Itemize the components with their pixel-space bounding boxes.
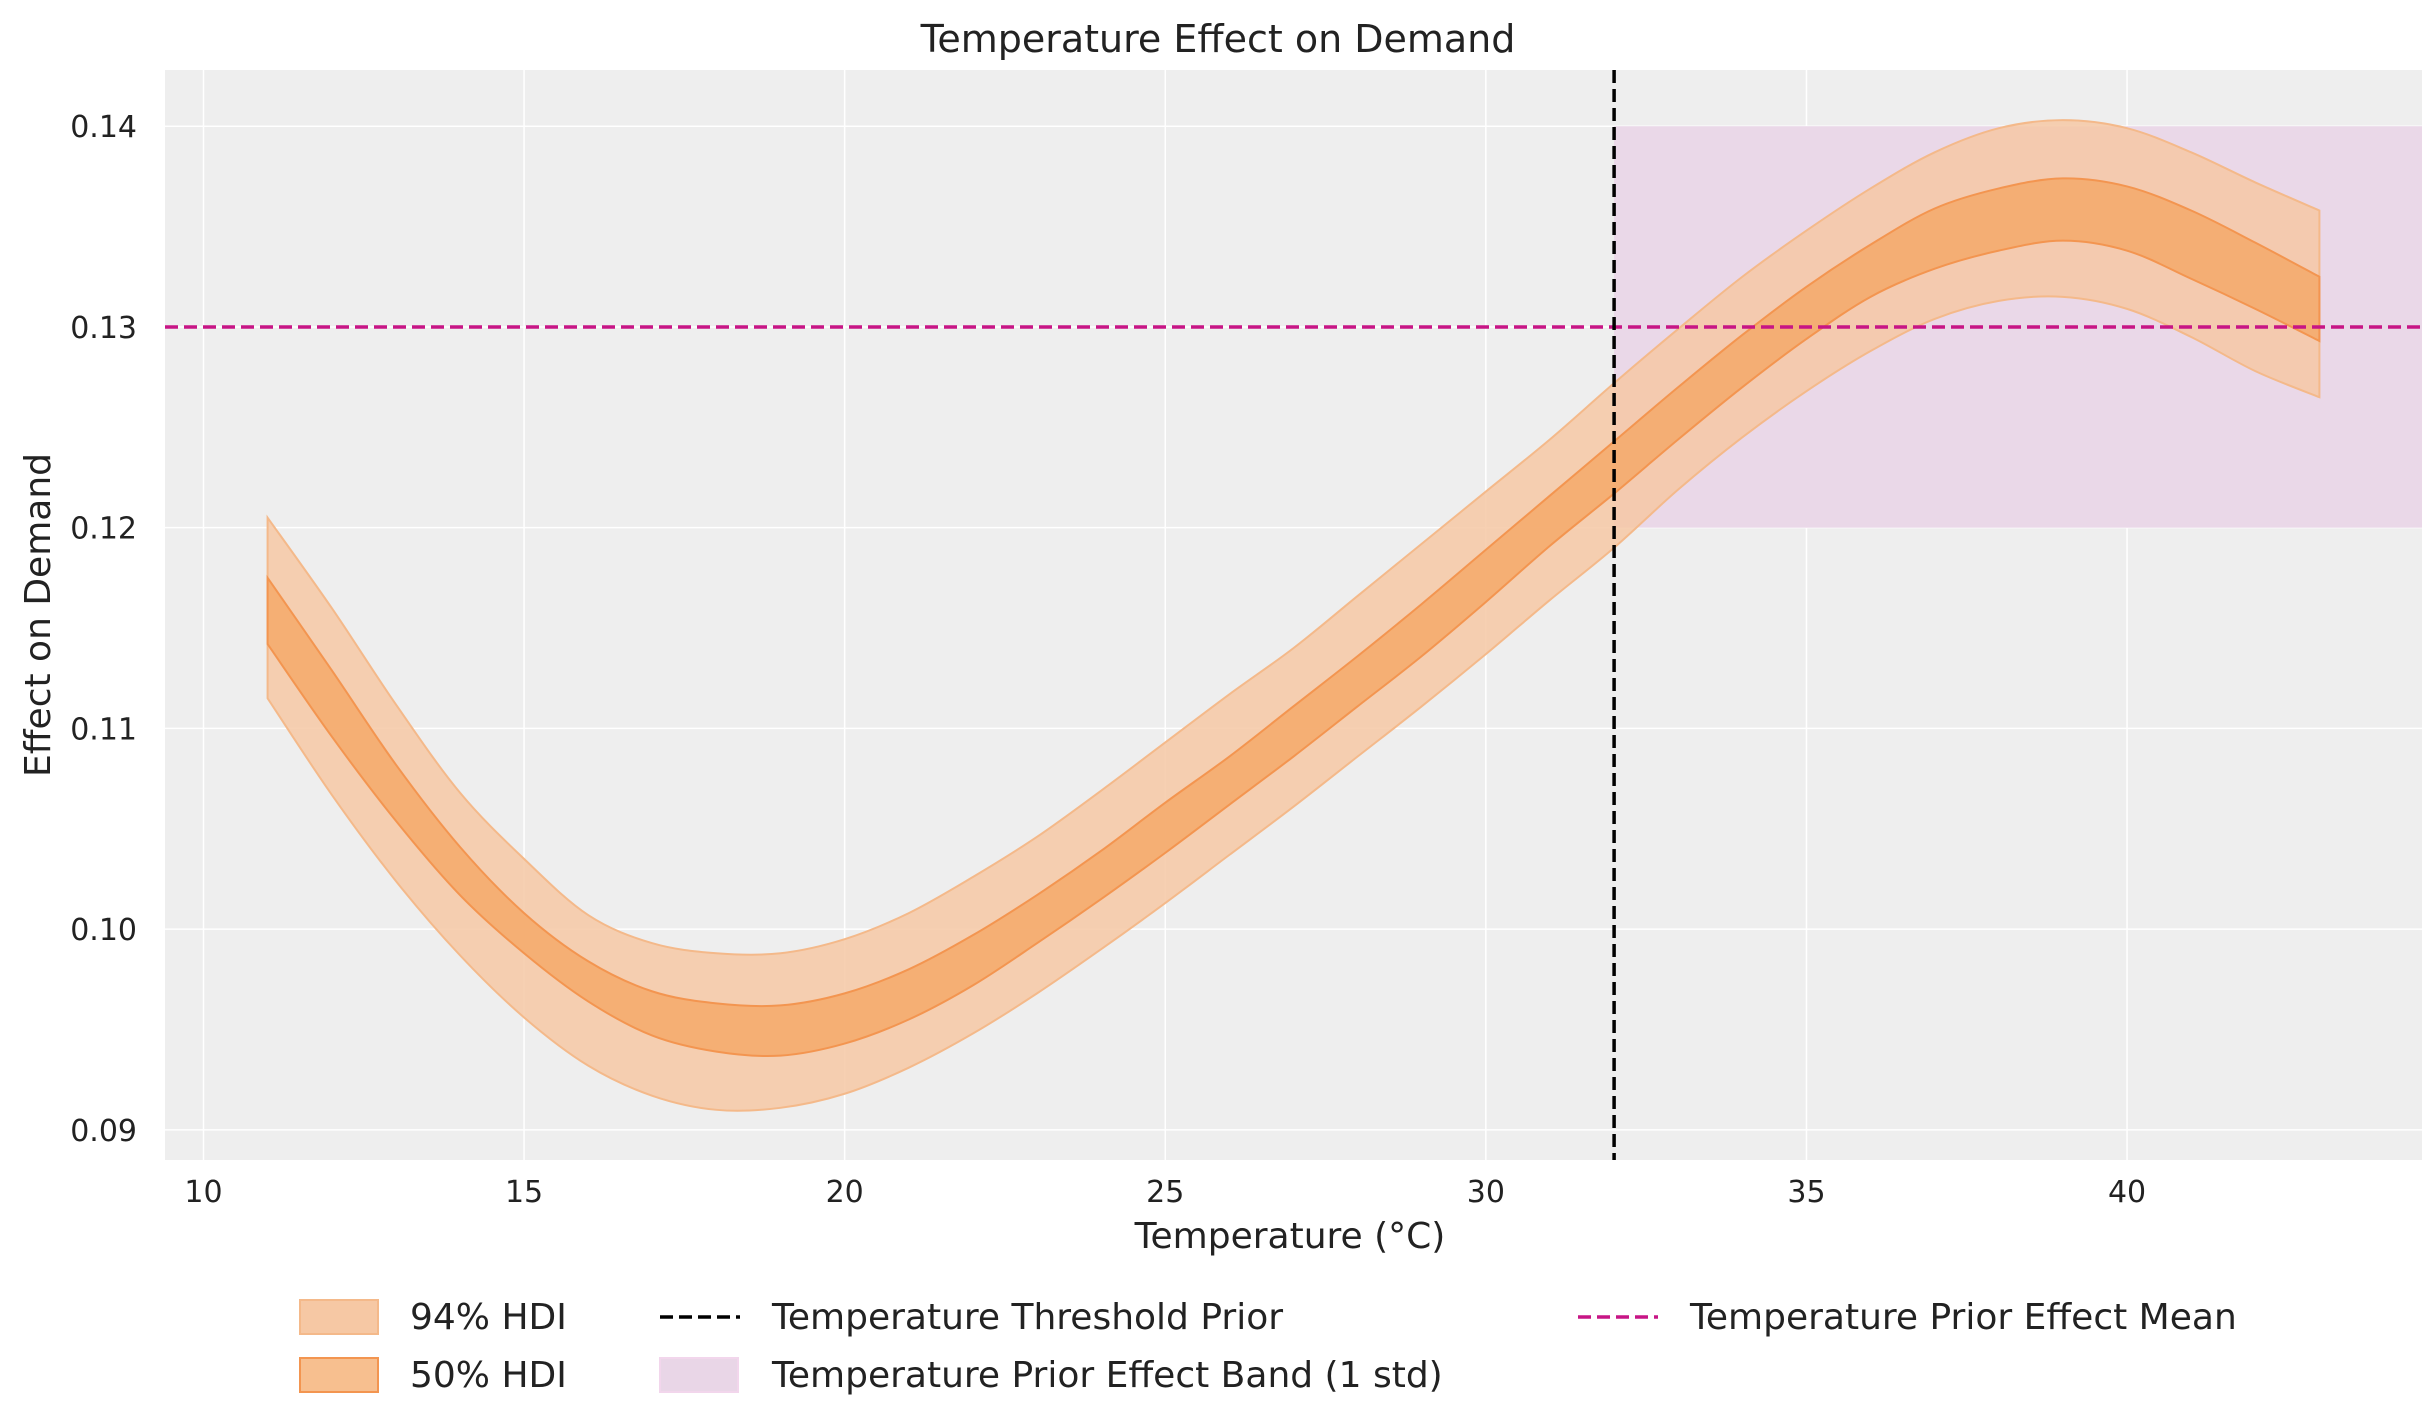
x-tick-label: 20 bbox=[826, 1175, 864, 1210]
legend-label-prior-mean: Temperature Prior Effect Mean bbox=[1689, 1297, 2237, 1338]
y-tick-label: 0.10 bbox=[70, 913, 137, 948]
x-axis-label: Temperature (°C) bbox=[1134, 1216, 1446, 1257]
y-tick-label: 0.11 bbox=[70, 712, 137, 747]
x-tick-label: 30 bbox=[1467, 1175, 1505, 1210]
reference-lines bbox=[165, 70, 2422, 1160]
hdi-94-band bbox=[266, 119, 2321, 1112]
y-axis-label: Effect on Demand bbox=[18, 453, 59, 777]
y-tick-label: 0.14 bbox=[70, 110, 137, 145]
y-tick-label: 0.13 bbox=[70, 311, 137, 346]
x-tick-label: 25 bbox=[1146, 1175, 1184, 1210]
legend-swatch-prior-band bbox=[659, 1357, 739, 1393]
legend-label-prior-band: Temperature Prior Effect Band (1 std) bbox=[771, 1355, 1443, 1396]
legend-label-hdi94: 94% HDI bbox=[410, 1297, 567, 1338]
legend: 94% HDI 50% HDI Temperature Threshold Pr… bbox=[299, 1297, 2237, 1396]
y-tick-label: 0.09 bbox=[70, 1114, 137, 1149]
x-tick-label: 40 bbox=[2108, 1175, 2146, 1210]
x-tick-label: 10 bbox=[184, 1175, 222, 1210]
legend-label-hdi50: 50% HDI bbox=[410, 1355, 567, 1396]
chart-title: Temperature Effect on Demand bbox=[920, 17, 1516, 61]
legend-swatch-hdi94 bbox=[299, 1299, 379, 1335]
legend-label-threshold: Temperature Threshold Prior bbox=[771, 1297, 1283, 1338]
hdi-50-band bbox=[266, 177, 2321, 1058]
x-tick-label: 15 bbox=[505, 1175, 543, 1210]
x-tick-label: 35 bbox=[1787, 1175, 1825, 1210]
tick-labels: 10 15 20 25 30 35 40 0.09 0.10 0.11 0.12 0.13 0.14 bbox=[70, 110, 2146, 1210]
legend-swatch-hdi50 bbox=[299, 1357, 379, 1393]
hdi-layer bbox=[266, 119, 2321, 1112]
y-tick-label: 0.12 bbox=[70, 512, 137, 547]
